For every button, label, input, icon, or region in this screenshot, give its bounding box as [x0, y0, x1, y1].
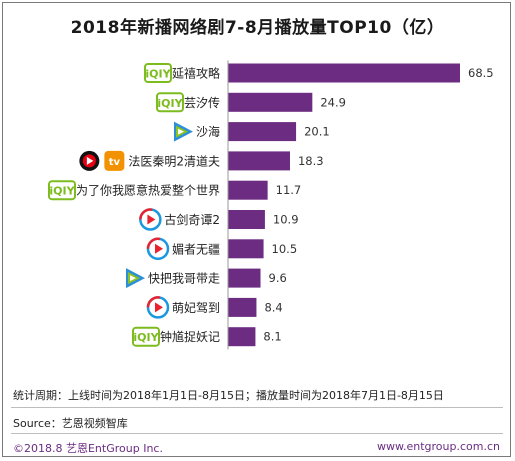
bar-6 — [228, 210, 265, 229]
category-label: 沙海 — [196, 124, 220, 139]
svg-text:iQIY: iQIY — [133, 331, 159, 344]
bar-5 — [228, 180, 268, 200]
bar-2 — [228, 92, 313, 112]
website-link[interactable]: www.entgroup.com.cn — [377, 440, 500, 453]
bar-4 — [228, 151, 290, 171]
value-label: 11.7 — [276, 183, 302, 197]
tencent-video-icon — [173, 121, 193, 142]
category-label: 芸汐传 — [184, 95, 220, 110]
value-label: 9.6 — [269, 271, 287, 285]
youku-icon — [146, 296, 170, 319]
value-label: 20.1 — [304, 125, 330, 139]
category-label: 萌妃驾到 — [172, 301, 220, 315]
svg-text:iQIY: iQIY — [49, 185, 75, 198]
divider — [11, 407, 503, 408]
source-note: Source：艺恩视频智库 — [13, 417, 128, 430]
sohu-video-icon — [79, 150, 100, 171]
value-label: 10.9 — [273, 213, 299, 227]
bar-3 — [228, 122, 297, 142]
value-label: 24.9 — [320, 95, 346, 109]
mango-tv-icon: tv — [104, 150, 125, 171]
stat-period-note: 统计周期：上线时间为2018年1月1日-8月15日；播放量时间为2018年7月1… — [13, 389, 444, 402]
iqiyi-icon: iQIY — [131, 326, 160, 347]
svg-text:iQIY: iQIY — [157, 97, 183, 110]
bar-1 — [228, 63, 460, 83]
category-label: 古剑奇谭2 — [164, 212, 220, 227]
tencent-video-icon — [125, 268, 145, 289]
bar-8 — [228, 268, 261, 288]
youku-icon — [146, 237, 170, 261]
category-label: 法医秦明2清道夫 — [128, 154, 220, 168]
value-label: 8.4 — [264, 300, 282, 314]
bar-10 — [228, 327, 256, 347]
value-label: 10.5 — [272, 242, 298, 256]
chart-title: 2018年新播网络剧7-8月播放量TOP10（亿） — [70, 18, 445, 38]
category-label: 延禧攻略 — [172, 66, 220, 81]
bar-9 — [228, 297, 257, 317]
iqiyi-icon: iQIY — [155, 92, 184, 113]
bar-chart: 68.5延禧攻略iQIY24.9芸汐传iQIY20.1沙海18.3法医秦明2清道… — [47, 60, 494, 350]
svg-text:iQIY: iQIY — [145, 68, 171, 81]
category-label: 钟馗捉妖记 — [160, 329, 220, 344]
value-label: 68.5 — [468, 66, 494, 80]
category-label: 为了你我愿意热爱整个世界 — [76, 183, 220, 198]
value-label: 8.1 — [263, 330, 281, 344]
youku-icon — [139, 208, 162, 231]
chart-frame: 2018年新播网络剧7-8月播放量TOP10（亿） 68.5 延禧攻略 iQIY 24… — [2, 2, 511, 457]
category-label: 快把我哥带走 — [148, 272, 220, 286]
copyright-text: ©2018.8 艺恩EntGroup Inc. — [13, 442, 163, 455]
iqiyi-icon: iQIY — [47, 180, 76, 201]
category-label: 媚者无疆 — [172, 242, 220, 256]
iqiyi-icon: iQIY — [143, 63, 172, 83]
svg-text:tv: tv — [109, 157, 121, 168]
value-label: 18.3 — [298, 154, 324, 168]
divider — [11, 433, 503, 434]
bar-7 — [228, 239, 264, 259]
